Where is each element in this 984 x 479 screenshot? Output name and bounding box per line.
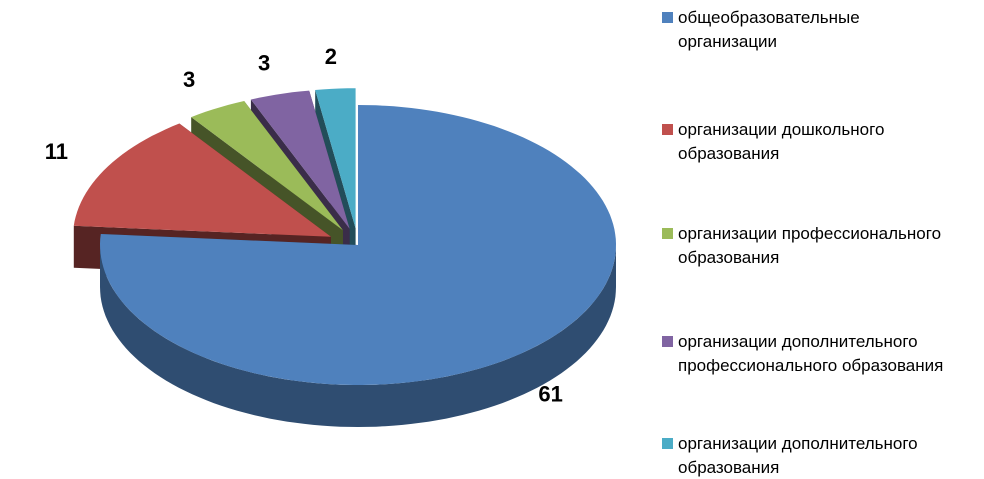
- legend-item: организации дополнительного профессионал…: [662, 330, 962, 378]
- slice: [250, 90, 350, 229]
- legend-swatch: [662, 228, 673, 239]
- legend-item: организации дополнительного образования: [662, 432, 962, 479]
- legend-item: общеобразовательные организации: [662, 6, 962, 54]
- data-label: 3: [183, 67, 195, 92]
- slice: [100, 105, 616, 385]
- legend-swatch: [662, 438, 673, 449]
- slice: [315, 88, 356, 229]
- legend-item: организации дошкольного образования: [662, 118, 962, 166]
- legend-swatch: [662, 336, 673, 347]
- legend-label: организации профессионального образовани…: [678, 224, 942, 267]
- legend-item: организации профессионального образовани…: [662, 222, 962, 270]
- data-label: 11: [45, 139, 68, 164]
- legend-swatch: [662, 12, 673, 23]
- data-label: 3: [258, 50, 270, 75]
- data-label: 61: [538, 382, 562, 407]
- data-label: 2: [325, 44, 337, 69]
- legend-swatch: [662, 124, 673, 135]
- legend-label: организации дошкольного образования: [678, 120, 885, 163]
- legend-label: организации дополнительного профессионал…: [678, 332, 944, 375]
- legend-label: общеобразовательные организации: [678, 8, 860, 51]
- slice: [73, 123, 332, 237]
- slice: [191, 101, 343, 231]
- pie-plot: 2 3 3 11 61: [45, 44, 616, 427]
- legend-label: организации дополнительного образования: [678, 434, 918, 477]
- slice-side: [100, 245, 616, 427]
